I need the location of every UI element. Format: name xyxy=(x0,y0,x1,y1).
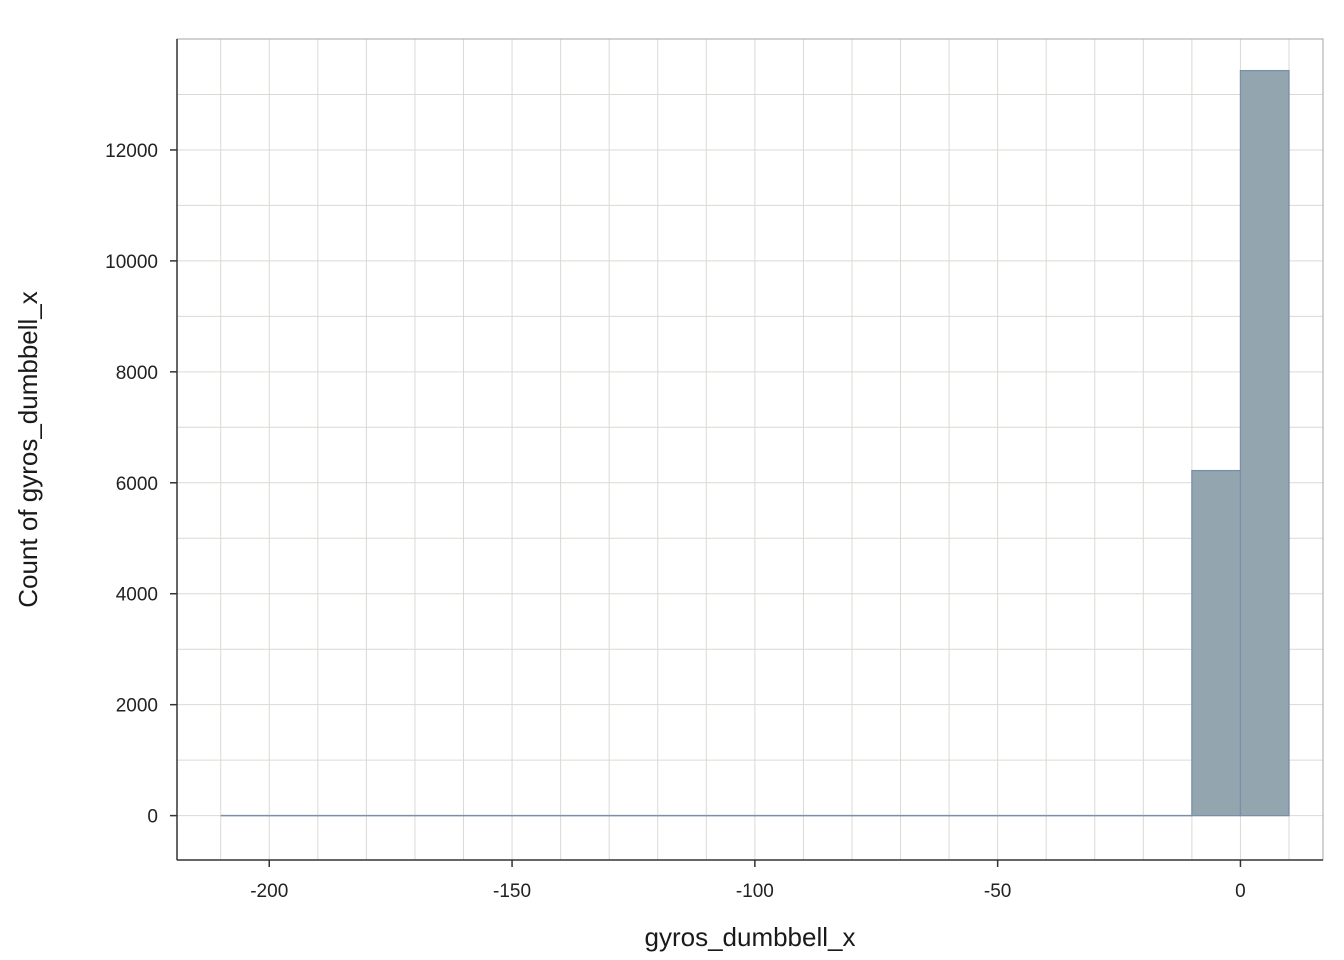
histogram-bars xyxy=(220,69,1290,817)
y-tick-label: 4000 xyxy=(116,585,158,606)
axis-ticks: -200 -150 -100 -50 0 0 2000 4000 6000 8000 10000 12… xyxy=(105,141,1246,902)
x-tick-label: -200 xyxy=(250,881,288,902)
y-tick-label: 8000 xyxy=(116,363,158,384)
y-axis-title: Count of gyros_dumbbell_x xyxy=(13,291,43,608)
y-tick-label: 12000 xyxy=(105,141,158,162)
x-tick-label: -100 xyxy=(736,881,774,902)
y-tick-label: 2000 xyxy=(116,696,158,717)
histogram-bar xyxy=(1191,469,1242,817)
y-tick-label: 10000 xyxy=(105,252,158,273)
x-tick-label: -150 xyxy=(493,881,531,902)
y-tick-label: 6000 xyxy=(116,474,158,495)
histogram-bar xyxy=(1239,69,1290,817)
x-axis-title: gyros_dumbbell_x xyxy=(644,922,855,952)
x-tick-label: 0 xyxy=(1235,881,1246,902)
y-tick-label: 0 xyxy=(147,807,158,828)
x-tick-label: -50 xyxy=(984,881,1011,902)
